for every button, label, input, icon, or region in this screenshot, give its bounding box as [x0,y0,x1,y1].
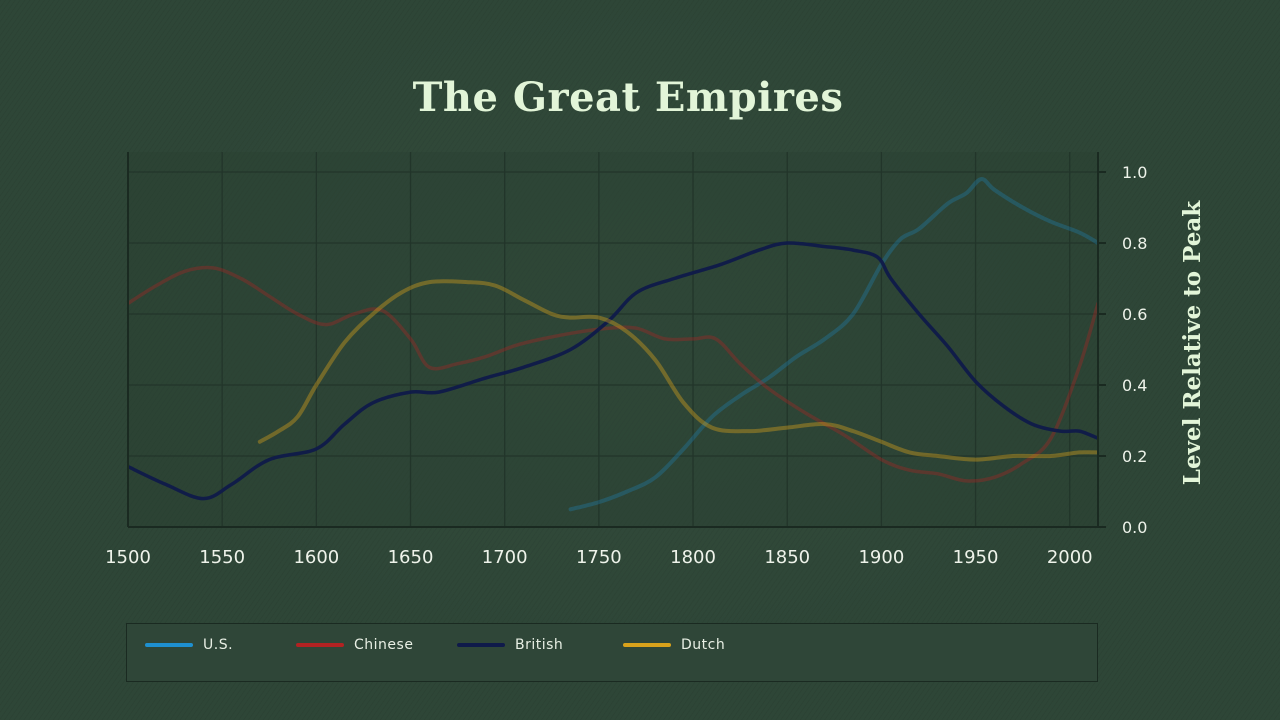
legend-swatch-dutch [623,643,671,647]
x-tick-label: 1900 [858,547,904,568]
series-line-us [568,177,1098,512]
y-tick-label: 0.8 [1122,234,1147,253]
x-tick-label: 1750 [576,547,622,568]
x-axis-ticks: 1500 1550 1600 1650 1700 1750 1800 1850 1900 1950… [105,547,1093,568]
legend-item-us: U.S. [145,635,233,655]
x-tick-label: 1800 [670,547,716,568]
legend-item-chinese: Chinese [296,635,413,655]
legend-label-british: British [515,637,564,653]
series-lines [128,177,1098,512]
y-tick-label: 0.4 [1122,376,1147,395]
x-tick-label: 1850 [764,547,810,568]
x-tick-label: 1950 [953,547,999,568]
legend-label-chinese: Chinese [354,637,414,653]
y-tick-label: 0.2 [1122,447,1147,466]
series-line-british [128,241,1098,501]
plot-area [128,152,1098,527]
legend-label-dutch: Dutch [681,637,726,653]
y-tick-label: 0.6 [1122,305,1147,324]
x-tick-label: 1500 [105,547,151,568]
x-tick-label: 1600 [293,547,339,568]
x-tick-label: 1550 [199,547,245,568]
grid-lines [128,152,1098,527]
legend: U.S. Chinese British Dutch [126,623,1098,682]
x-tick-label: 1650 [388,547,434,568]
legend-item-british: British [457,635,563,655]
y-tick-label: 0.0 [1122,518,1147,537]
series-line-dutch [257,279,1098,462]
legend-swatch-us [145,643,193,647]
x-tick-label: 1700 [482,547,528,568]
legend-label-us: U.S. [203,637,234,653]
legend-swatch-british [457,643,505,647]
legend-item-dutch: Dutch [623,635,725,655]
chart-title: The Great Empires [412,74,844,121]
y-axis-label: Level Relative to Peak [1179,200,1206,486]
y-axis-ticks: 0.0 0.2 0.4 0.6 0.8 1.0 [1098,163,1147,537]
legend-swatch-chinese [296,643,344,647]
x-tick-label: 2000 [1047,547,1093,568]
series-line-chinese [128,265,1098,483]
y-tick-label: 1.0 [1122,163,1147,182]
